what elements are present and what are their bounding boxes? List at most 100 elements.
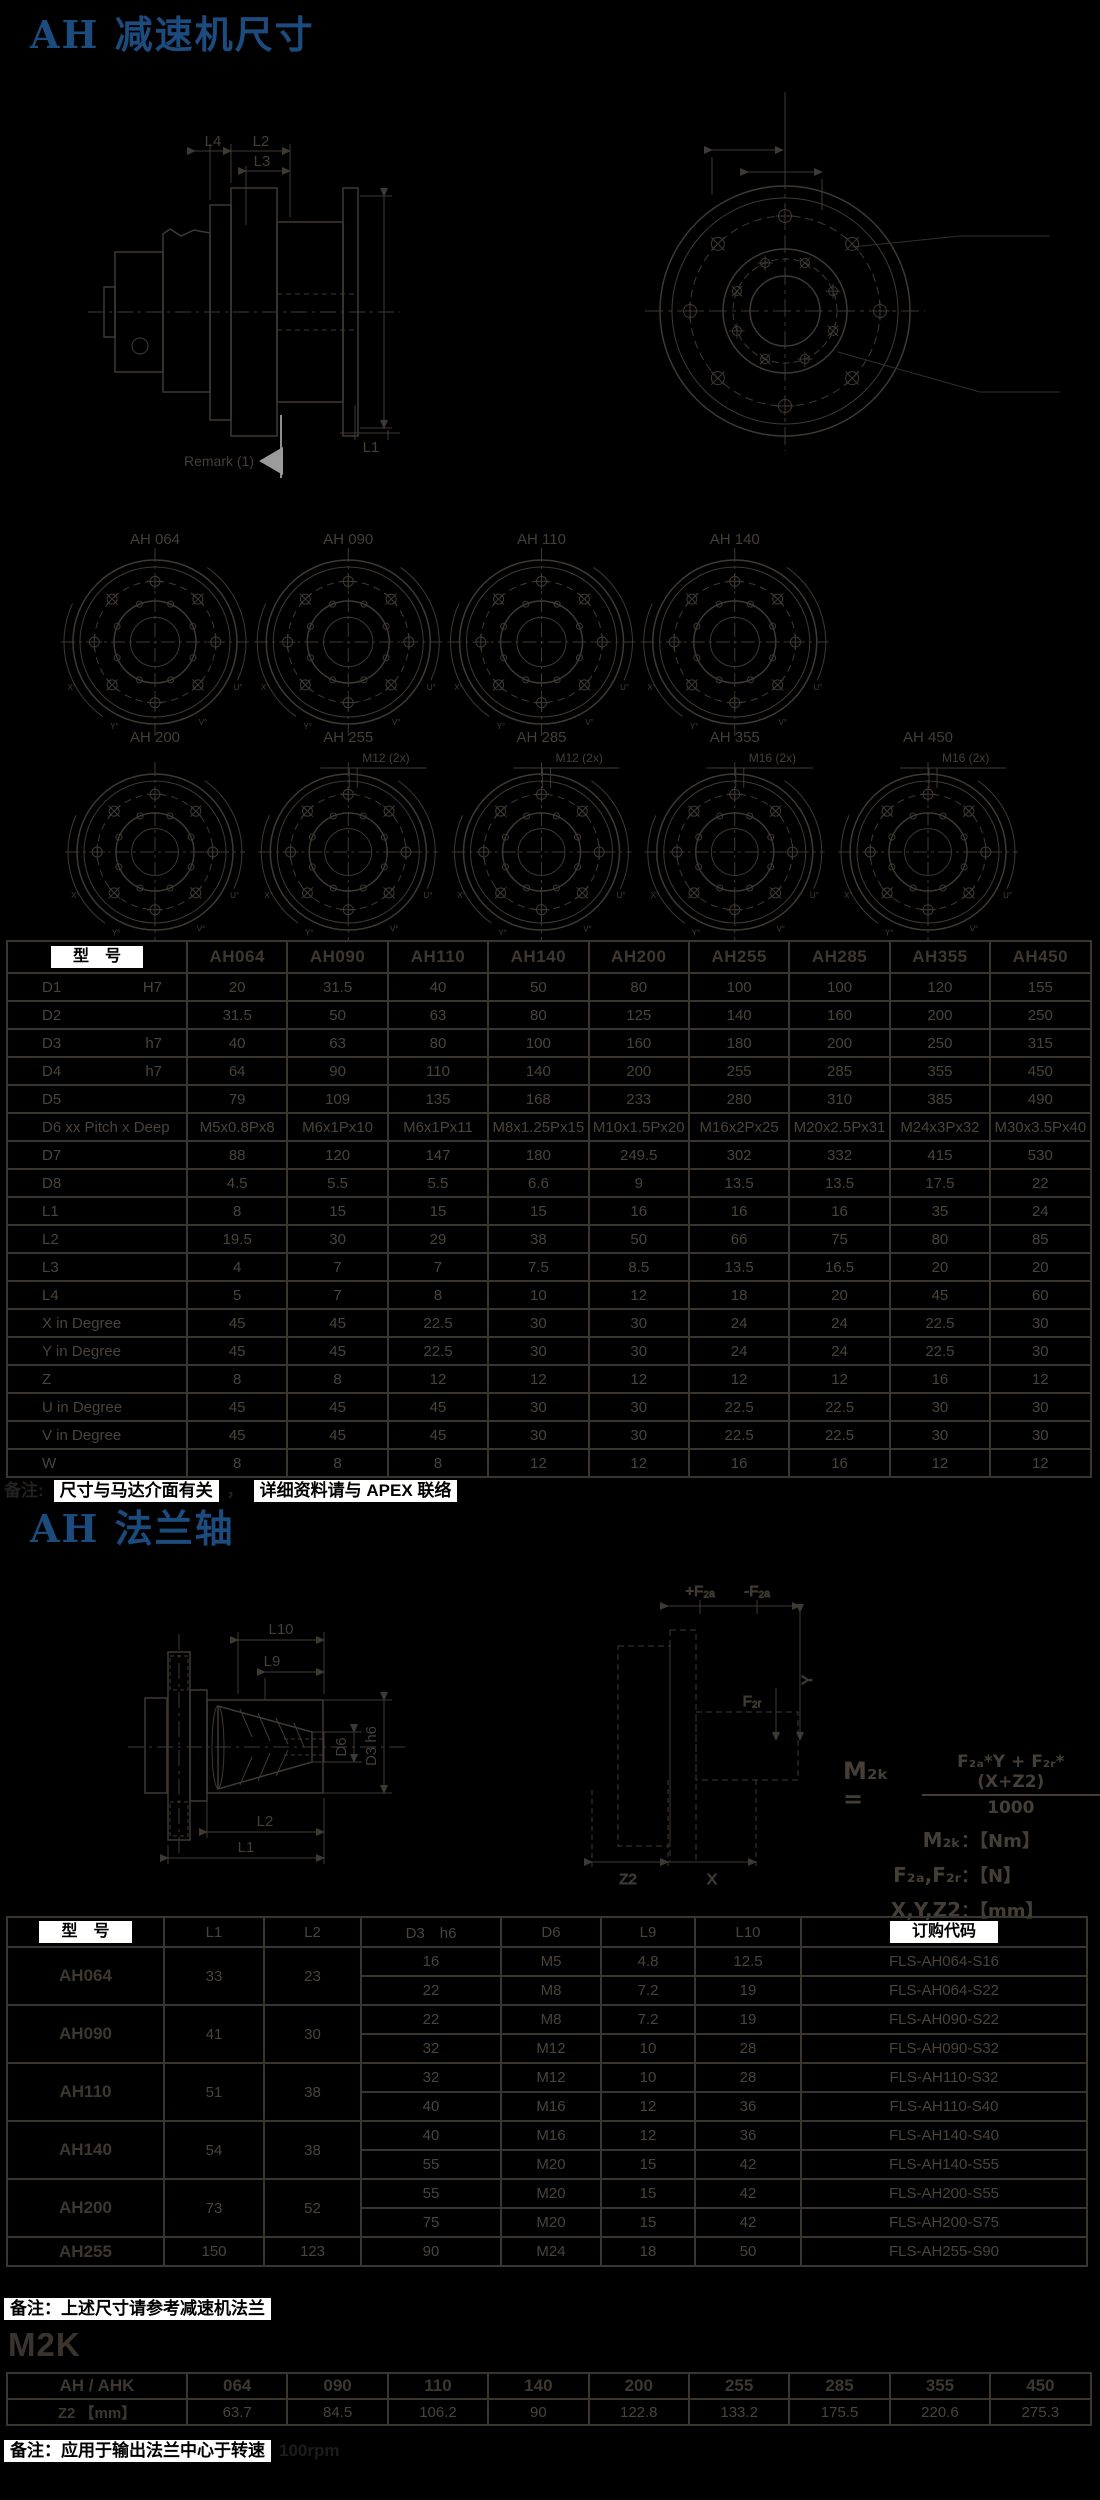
value-cell: 332 xyxy=(788,1140,891,1170)
dim-label-l1: L1 xyxy=(363,439,380,456)
table-row: D4 h7 64 90 110 140 200 255 285 355 450 xyxy=(6,1056,1092,1086)
variant-drawing-ah-200: AH 200 X° Y° U° V° xyxy=(65,729,245,940)
note-prefix: 备注: xyxy=(4,1481,44,1500)
value-cell: 16 xyxy=(687,1448,791,1478)
row-label: Z xyxy=(42,1370,52,1388)
value-cell: 250 xyxy=(888,1028,992,1058)
note-motor-interface: 尺寸与马达介面有关 xyxy=(53,1480,219,1502)
value-cell: 45 xyxy=(286,1336,389,1366)
drawing-label: X° xyxy=(261,683,270,692)
d3-cell: 22 xyxy=(360,2004,502,2035)
d3-cell: 22 xyxy=(360,1975,502,2006)
drawing-label: AH 355 xyxy=(710,729,760,746)
value-cell: 45 xyxy=(185,1392,289,1422)
variant-drawing-ah-140: AH 140 X° Y° U° V° xyxy=(640,531,829,736)
value-cell: 15 xyxy=(286,1196,389,1226)
section-title-flange-shaft: AH 法兰轴 xyxy=(30,1506,235,1551)
z2-value-cell: 175.5 xyxy=(788,2398,891,2426)
drawing-label: Y° xyxy=(690,722,699,731)
l9-cell: 15 xyxy=(600,2207,696,2238)
order-code-cell: FLS-AH090-S22 xyxy=(800,2004,1088,2035)
value-cell: 30 xyxy=(989,1308,1092,1338)
table-row: Y in Degree 45 45 22.5 30 30 24 24 22.5 30 xyxy=(6,1336,1092,1366)
variant-drawing-ah-090: AH 090 X° Y° U° V° xyxy=(254,531,443,736)
drawing-label: V° xyxy=(199,718,208,727)
value-cell: 7 xyxy=(386,1252,490,1282)
l2-cell: 52 xyxy=(263,2178,362,2238)
drawing-label: AH 064 xyxy=(130,531,180,548)
l2-cell: 23 xyxy=(263,1946,362,2006)
row-label: Y in Degree xyxy=(42,1342,121,1360)
flange-shaft-drawing: L10 L9 D6 D3 h6 L2 L1 +F₂ₐ -F₂ₐ xyxy=(128,1583,817,1889)
value-cell: 8 xyxy=(185,1196,289,1226)
value-cell: 90 xyxy=(286,1056,389,1086)
row-label-cell: D5 xyxy=(6,1084,188,1114)
order-code-cell: FLS-AH110-S32 xyxy=(800,2062,1088,2093)
model-name-cell: AH140 xyxy=(6,2120,165,2180)
value-cell: 147 xyxy=(386,1140,490,1170)
remark-callout: Remark (1) xyxy=(184,415,283,478)
value-cell: 5.5 xyxy=(386,1168,490,1198)
value-cell: 100 xyxy=(487,1028,590,1058)
dim-label-d6: D6 xyxy=(333,1737,350,1756)
dim-label-l3: L3 xyxy=(254,153,271,170)
row-tolerance: h7 xyxy=(145,1034,162,1052)
row-label: W xyxy=(42,1454,57,1472)
row-label: L4 xyxy=(42,1286,59,1304)
value-cell: 30 xyxy=(487,1308,590,1338)
value-cell: 155 xyxy=(989,972,1092,1002)
model-name-cell: AH255 xyxy=(6,2236,165,2267)
table-row: D5 79 109 135 168 233 280 310 385 490 xyxy=(6,1084,1092,1114)
dim-label-l4: L4 xyxy=(205,133,222,150)
d3-cell: 90 xyxy=(360,2236,502,2267)
drawing-label: U° xyxy=(1003,891,1012,900)
value-cell: 255 xyxy=(687,1056,791,1086)
model-name-cell: AH110 xyxy=(6,2062,165,2122)
value-cell: 168 xyxy=(487,1084,590,1114)
column-header: L2 xyxy=(263,1916,362,1948)
force-label-f2a-plus: +F₂ₐ xyxy=(685,1583,715,1600)
drawing-label: AH 285 xyxy=(516,729,566,746)
column-header: D6 xyxy=(500,1916,602,1948)
table-row: 40 M16 12 36 FLS-AH110-S40 xyxy=(7,2091,1088,2122)
value-cell: 22.5 xyxy=(788,1392,891,1422)
value-cell: 80 xyxy=(888,1224,992,1254)
value-cell: 31.5 xyxy=(185,1000,289,1030)
value-cell: M24x3Px32 xyxy=(888,1112,992,1142)
value-cell: 490 xyxy=(989,1084,1092,1114)
value-cell: 9 xyxy=(587,1168,690,1198)
table-row: L1 8 15 15 15 16 16 16 35 24 xyxy=(6,1196,1092,1226)
d6-cell: M20 xyxy=(500,2149,602,2180)
value-cell: 38 xyxy=(487,1224,590,1254)
drawing-label: V° xyxy=(583,925,592,934)
value-cell: M10x1.5Px20 xyxy=(587,1112,690,1142)
d6-cell: M12 xyxy=(500,2062,602,2093)
value-cell: 180 xyxy=(487,1140,590,1170)
dim-label-x: X xyxy=(707,1871,717,1888)
drawing-label: U° xyxy=(423,891,432,900)
value-cell: 8 xyxy=(386,1280,490,1310)
l10-cell: 28 xyxy=(694,2033,802,2064)
value-cell: 45 xyxy=(185,1420,289,1450)
value-cell: 45 xyxy=(888,1280,992,1310)
l9-cell: 15 xyxy=(600,2178,696,2209)
row-label: D1 xyxy=(42,978,62,996)
dim-label-l2: L2 xyxy=(257,1813,274,1830)
value-cell: 5.5 xyxy=(286,1168,389,1198)
value-cell: 19.5 xyxy=(185,1224,289,1254)
l9-cell: 7.2 xyxy=(600,1975,696,2006)
value-cell: 310 xyxy=(788,1084,891,1114)
value-cell: 66 xyxy=(687,1224,791,1254)
value-cell: 125 xyxy=(587,1000,690,1030)
value-cell: 50 xyxy=(487,972,590,1002)
reducer-dimension-drawing: L4 L2 L3 L1 Remark (1) xyxy=(88,92,1060,478)
row-label-cell: D2 xyxy=(6,1000,188,1030)
value-cell: 30 xyxy=(989,1420,1092,1450)
value-cell: 12 xyxy=(888,1448,992,1478)
z2-value-cell: 275.3 xyxy=(989,2398,1092,2426)
variant-drawing-ah-285: AH 285 M12 (2x) X° Y° U° V° xyxy=(451,729,632,940)
unit-label-f2a-f2r: F₂ₐ,F₂ᵣ xyxy=(893,1863,961,1887)
column-header: AH110 xyxy=(386,940,490,974)
value-cell: 233 xyxy=(587,1084,690,1114)
drawing-label: V° xyxy=(585,718,594,727)
